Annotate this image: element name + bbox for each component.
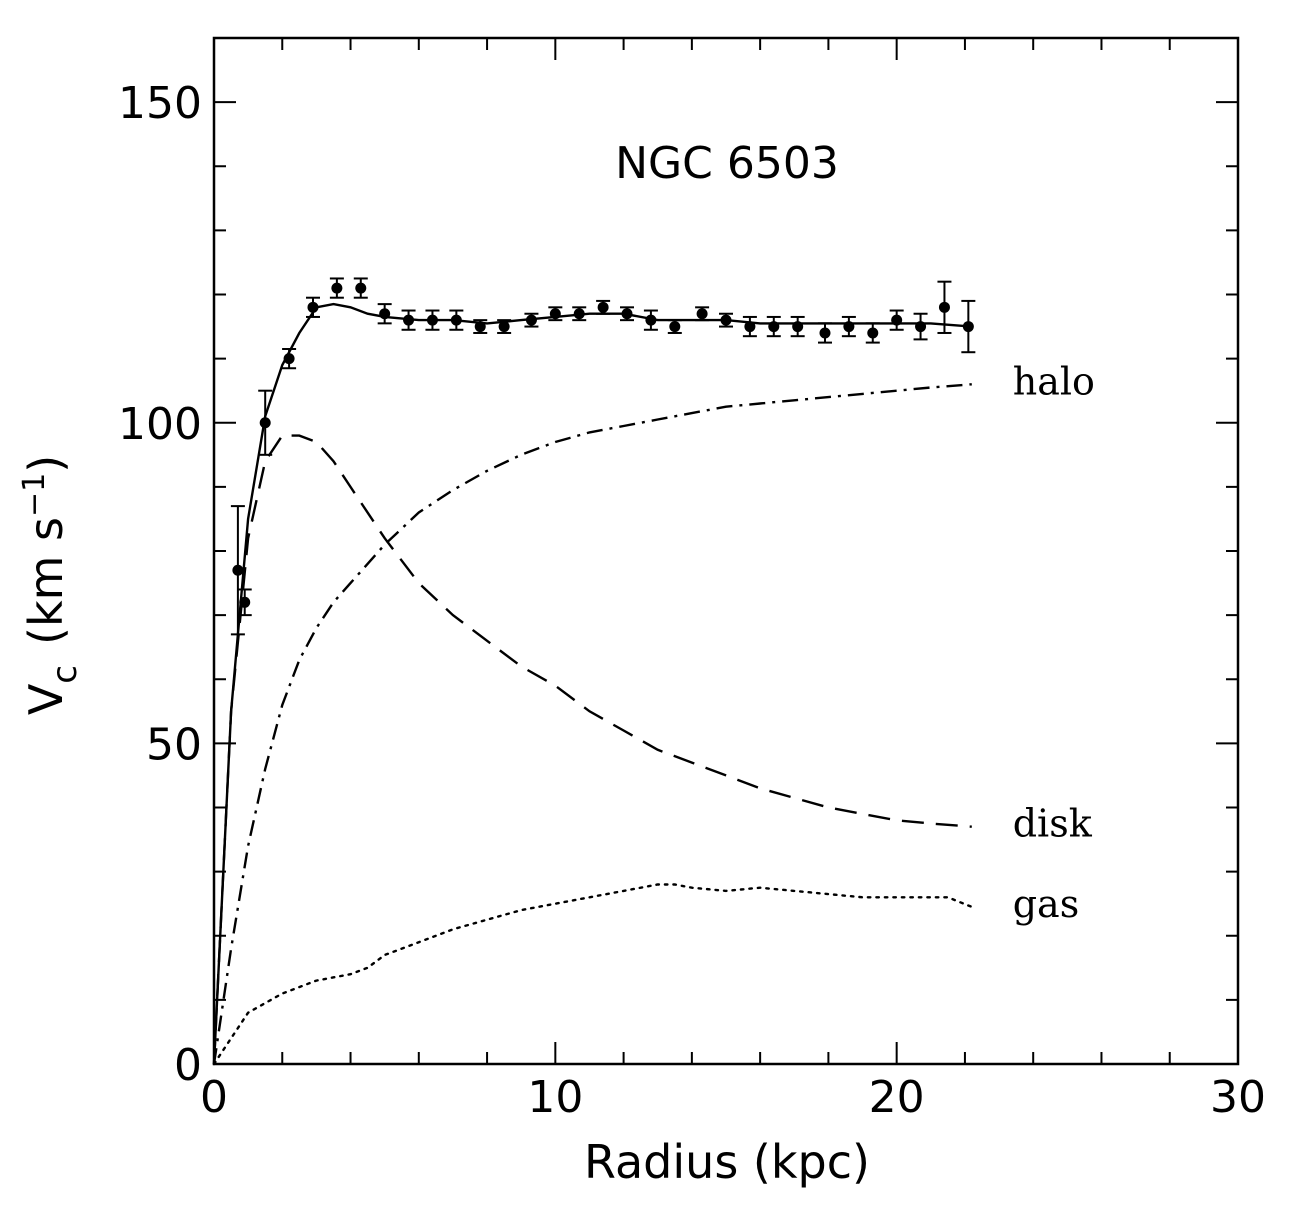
data-point: [259, 417, 271, 429]
data-point: [621, 308, 633, 320]
data-point: [962, 321, 974, 333]
data-point: [792, 321, 804, 333]
axis-ticks: [213, 37, 1239, 1065]
x-axis-title: Radius (kpc): [584, 1135, 870, 1189]
data-point: [355, 282, 367, 294]
data-point: [768, 321, 780, 333]
y-tick-label: 50: [146, 719, 202, 770]
halo-curve: [212, 383, 972, 1065]
disk-label: disk: [1013, 802, 1093, 846]
y-axis-units-close: ): [19, 455, 73, 473]
data-point: [239, 596, 251, 608]
data-point: [426, 314, 438, 326]
y-axis-title: Vc (km s−1): [17, 455, 85, 715]
data-point: [307, 301, 319, 313]
data-point: [645, 314, 657, 326]
y-tick-label: 150: [118, 78, 202, 129]
y-axis-units: (km s: [19, 517, 73, 645]
data-point: [867, 327, 879, 339]
data-point: [525, 314, 537, 326]
data-point: [597, 301, 609, 313]
x-tick-label: 0: [200, 1072, 228, 1123]
plot-border: [212, 36, 1240, 1066]
chart-title: NGC 6503: [615, 138, 839, 189]
axis-tick-labels: 0 10 20 30 0 50 100 150: [118, 78, 1266, 1123]
x-tick-label: 30: [1210, 1072, 1266, 1123]
gas-label: gas: [1013, 882, 1079, 926]
y-tick-label: 0: [174, 1040, 202, 1091]
data-point: [283, 353, 295, 365]
data-point: [379, 308, 391, 320]
y-axis-subscript: c: [45, 665, 85, 684]
data-point: [819, 327, 831, 339]
data-point: [915, 321, 927, 333]
gas-curve: [212, 883, 973, 1066]
data-point: [549, 308, 561, 320]
y-axis-units-exponent: −1: [17, 473, 52, 517]
model-curves: [212, 302, 973, 1066]
disk-curve: [212, 434, 972, 1065]
data-point: [938, 301, 950, 313]
series-labels: halo disk gas: [1013, 359, 1095, 926]
data-point: [843, 321, 855, 333]
x-tick-label: 10: [527, 1072, 583, 1123]
halo-label: halo: [1013, 359, 1095, 403]
data-point: [669, 321, 681, 333]
x-tick-label: 20: [869, 1072, 925, 1123]
data-point: [474, 321, 486, 333]
data-point: [573, 308, 585, 320]
y-axis-symbol: V: [19, 683, 73, 715]
data-point: [498, 321, 510, 333]
data-point: [450, 314, 462, 326]
total-curve: [212, 302, 972, 1065]
data-point: [720, 314, 732, 326]
data-point: [891, 314, 903, 326]
plot-frame: [212, 36, 1240, 1066]
data-point: [403, 314, 415, 326]
data-point: [232, 564, 244, 576]
observed-points: [230, 277, 976, 636]
data-point: [744, 321, 756, 333]
y-tick-label: 100: [118, 399, 202, 450]
data-point: [696, 308, 708, 320]
data-point: [331, 282, 343, 294]
